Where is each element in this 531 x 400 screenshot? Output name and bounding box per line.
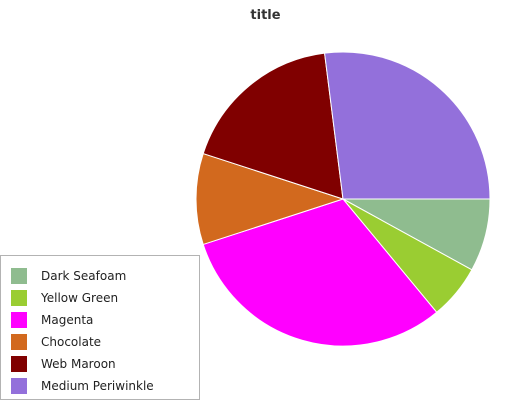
legend-label: Magenta <box>41 313 93 327</box>
legend-label: Chocolate <box>41 335 101 349</box>
legend-item: Magenta <box>11 310 93 330</box>
legend-item: Web Maroon <box>11 354 116 374</box>
pie-slice-medium-periwinkle <box>325 52 490 199</box>
legend-item: Chocolate <box>11 332 101 352</box>
legend: Dark Seafoam Yellow Green Magenta Chocolate… <box>0 255 200 400</box>
legend-swatch <box>11 312 27 328</box>
legend-swatch <box>11 356 27 372</box>
legend-label: Web Maroon <box>41 357 116 371</box>
legend-swatch <box>11 334 27 350</box>
legend-item: Dark Seafoam <box>11 266 126 286</box>
legend-item: Medium Periwinkle <box>11 376 154 396</box>
legend-swatch <box>11 290 27 306</box>
legend-label: Medium Periwinkle <box>41 379 154 393</box>
legend-item: Yellow Green <box>11 288 118 308</box>
pie-slices <box>196 52 490 346</box>
legend-swatch <box>11 268 27 284</box>
legend-swatch <box>11 378 27 394</box>
legend-label: Dark Seafoam <box>41 269 126 283</box>
legend-label: Yellow Green <box>41 291 118 305</box>
